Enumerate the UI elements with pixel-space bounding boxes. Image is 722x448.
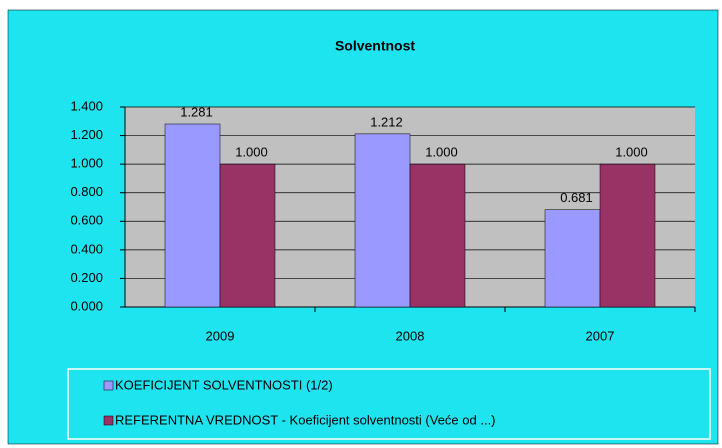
bar — [164, 123, 221, 308]
y-tick-label: 0.400 — [70, 241, 103, 256]
bar — [219, 163, 276, 308]
y-tick-label: 0.600 — [70, 213, 103, 228]
legend-swatch — [103, 380, 114, 391]
legend-swatch — [103, 415, 114, 426]
y-tick-label: 0.000 — [70, 298, 103, 313]
data-label: 1.000 — [615, 145, 648, 160]
bar — [599, 163, 656, 308]
bar — [354, 133, 411, 308]
legend-label: REFERENTNA VREDNOST - Koeficijent solven… — [115, 412, 496, 427]
y-tick-label: 1.000 — [70, 156, 103, 171]
x-tick-label: 2007 — [586, 328, 615, 343]
legend-label: KOEFICIJENT SOLVENTNOSTI (1/2) — [115, 377, 333, 392]
bar — [409, 163, 466, 308]
y-tick-label: 0.800 — [70, 184, 103, 199]
y-tick-label: 0.200 — [70, 270, 103, 285]
data-label: 1.212 — [370, 114, 403, 129]
x-tick-label: 2009 — [206, 328, 235, 343]
y-tick-label: 1.200 — [70, 127, 103, 142]
data-label: 1.000 — [425, 145, 458, 160]
bar — [544, 209, 601, 308]
data-label: 1.000 — [235, 145, 268, 160]
y-tick-label: 1.400 — [70, 98, 103, 113]
data-label: 1.281 — [180, 104, 213, 119]
chart-title: Solventnost — [335, 38, 415, 54]
legend — [67, 368, 711, 440]
data-label: 0.681 — [560, 190, 593, 205]
x-tick-label: 2008 — [396, 328, 425, 343]
